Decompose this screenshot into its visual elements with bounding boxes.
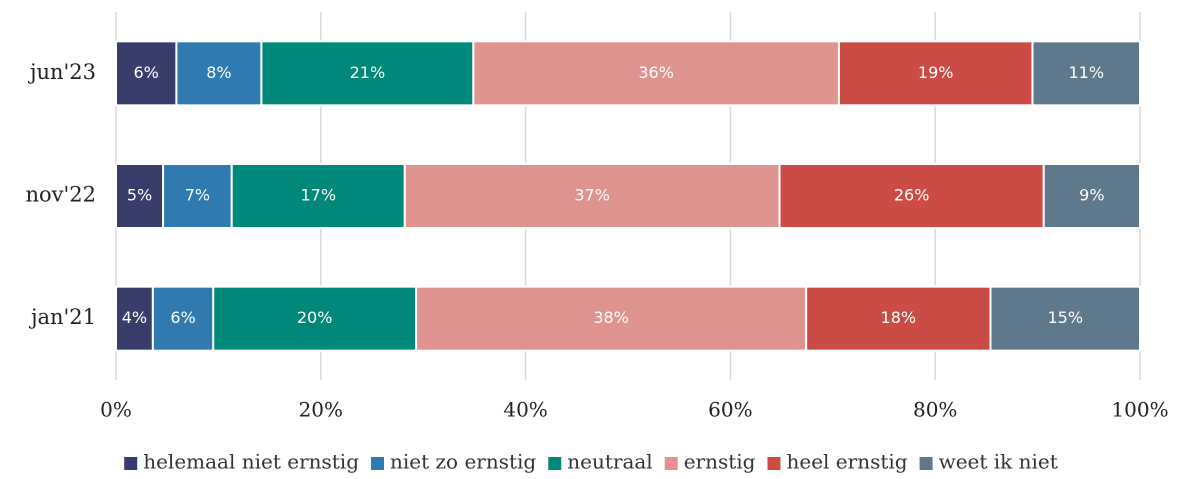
- legend-label: helemaal niet ernstig: [143, 450, 359, 474]
- legend-swatch: [919, 457, 933, 470]
- y-tick-label: jan'21: [28, 305, 96, 329]
- data-label: 7%: [185, 186, 210, 205]
- legend-swatch: [371, 457, 385, 470]
- x-tick-label: 60%: [708, 398, 752, 422]
- data-label: 38%: [593, 308, 629, 327]
- legend-label: heel ernstig: [786, 450, 907, 474]
- bar-segment: [151, 285, 215, 352]
- bar-segment: [472, 40, 840, 107]
- legend-swatch: [664, 457, 678, 470]
- y-tick-label: jun'23: [27, 60, 96, 84]
- bar-segment: [989, 285, 1141, 352]
- x-tick-label: 80%: [913, 398, 957, 422]
- bar-segment: [115, 163, 165, 229]
- legend-label: weet ik niet: [939, 450, 1058, 474]
- data-label: 6%: [170, 308, 195, 327]
- x-tick-label: 100%: [1111, 398, 1168, 422]
- data-label: 4%: [122, 308, 147, 327]
- data-label: 20%: [297, 308, 333, 327]
- data-label: 5%: [127, 186, 152, 205]
- bar-segment: [115, 40, 178, 107]
- data-label: 11%: [1068, 63, 1104, 82]
- legend-label: ernstig: [684, 450, 756, 474]
- data-label: 9%: [1079, 186, 1104, 205]
- bar-segment: [837, 40, 1034, 107]
- data-label: 36%: [638, 63, 674, 82]
- data-label: 37%: [574, 186, 610, 205]
- x-tick-label: 0%: [100, 398, 132, 422]
- bar-segment: [778, 163, 1045, 229]
- data-label: 18%: [881, 308, 917, 327]
- legend-label: neutraal: [567, 450, 652, 474]
- data-label: 19%: [918, 63, 954, 82]
- legend-swatch: [767, 457, 781, 470]
- x-tick-label: 40%: [503, 398, 547, 422]
- y-tick-label: nov'22: [25, 183, 96, 207]
- legend-swatch: [124, 457, 138, 470]
- data-label: 21%: [350, 63, 386, 82]
- bar-segment: [230, 163, 406, 229]
- bar-segment: [1031, 40, 1141, 107]
- bar-segment: [1042, 163, 1142, 229]
- bar-segment: [115, 285, 154, 352]
- data-label: 26%: [894, 186, 930, 205]
- data-label: 8%: [206, 63, 231, 82]
- bar-segment: [403, 163, 781, 229]
- data-label: 17%: [300, 186, 336, 205]
- legend-label: niet zo ernstig: [390, 450, 536, 474]
- legend-swatch: [548, 457, 562, 470]
- bar-segment: [805, 285, 992, 352]
- x-tick-label: 20%: [299, 398, 343, 422]
- bar-segment: [162, 163, 233, 229]
- data-label: 6%: [134, 63, 159, 82]
- data-label: 15%: [1047, 308, 1083, 327]
